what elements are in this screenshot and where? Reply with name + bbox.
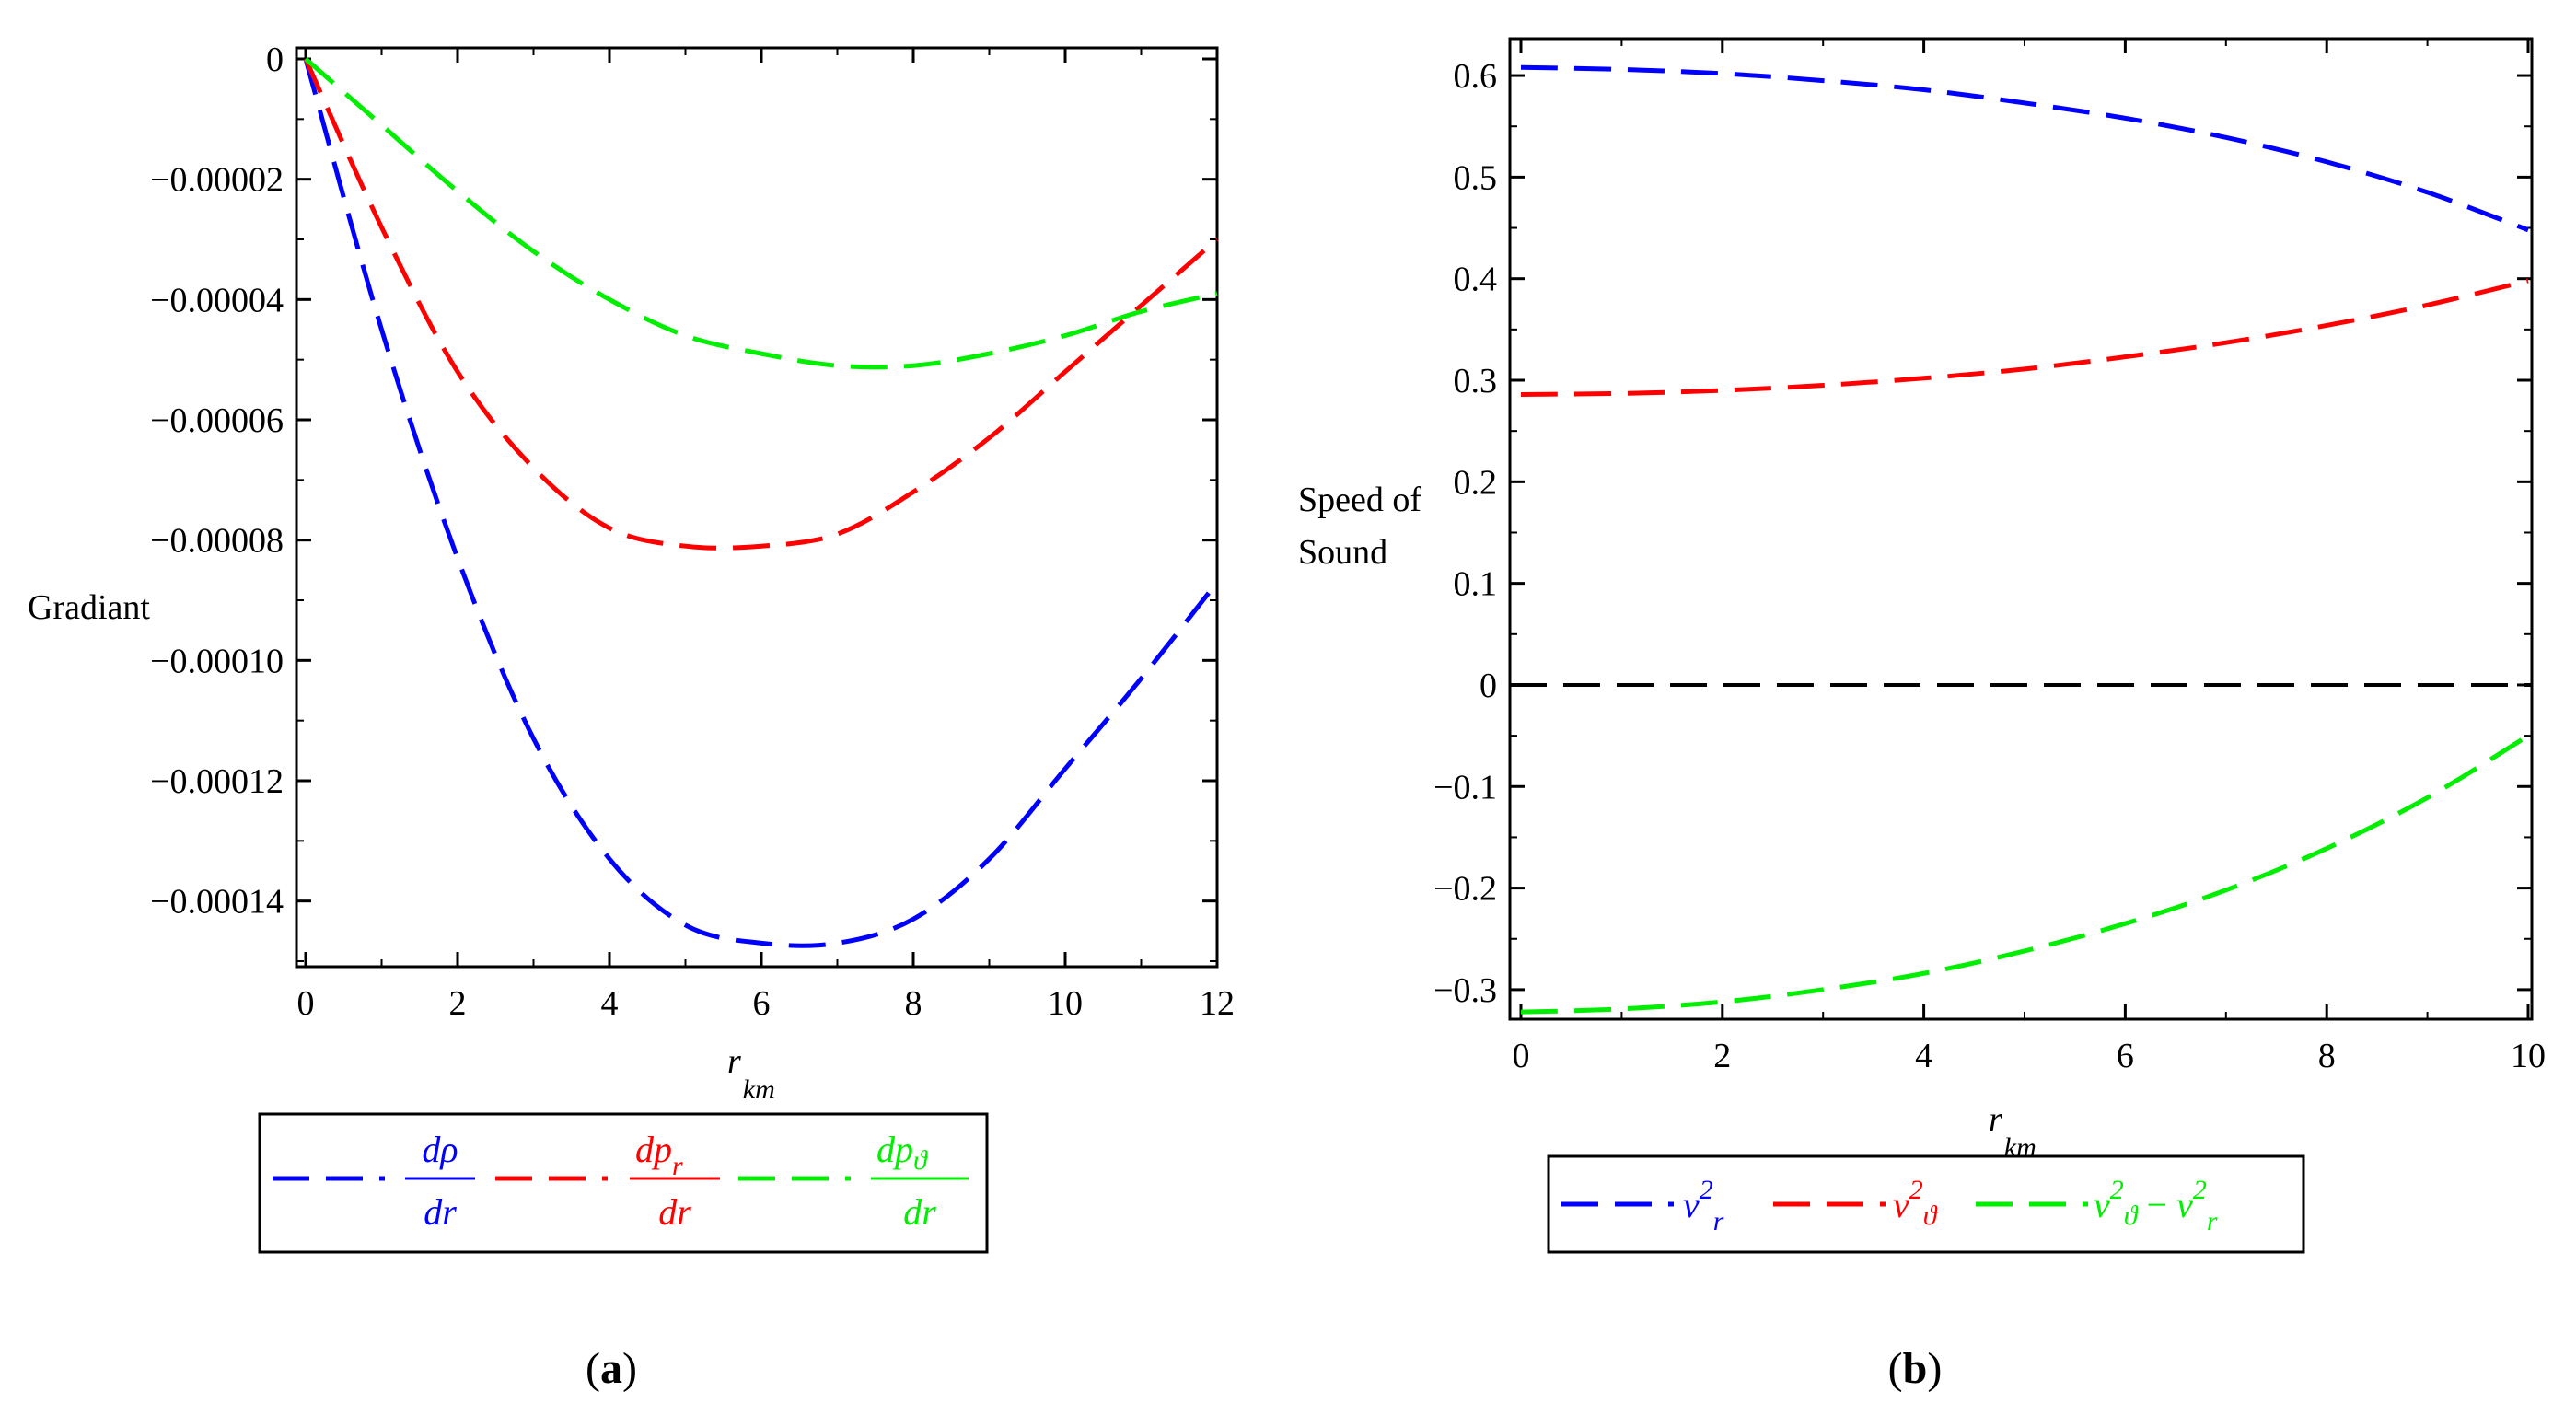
panel-b-y-tick-label: 0.6 <box>1454 57 1498 96</box>
panel-b-y-tick-label: 0.5 <box>1454 158 1498 197</box>
panel-a-series <box>303 57 1219 948</box>
panel-b-y-tick-label: −0.2 <box>1433 870 1497 909</box>
legend-num-dpr-dr-main: dp <box>635 1129 672 1170</box>
panel-a-y-tick-label: −0.00008 <box>150 522 284 561</box>
panel-b-legend-box <box>1547 1154 2305 1254</box>
panel-b-x-tick-labels: 0 2 4 6 8 10 <box>1513 1037 2547 1075</box>
panel-a-x-tick-label: 10 <box>1048 984 1083 1023</box>
panel-a-series-line-2 <box>304 57 1218 370</box>
panel-b-plot-frame <box>1508 37 2534 1021</box>
panel-a-x-tick-label: 8 <box>905 984 922 1023</box>
legend-num-dptheta-dr-sub: ϑ <box>913 1145 929 1176</box>
panel-a-x-axis-label-main: r <box>727 1042 741 1081</box>
panel-a-y-tick-labels: 0 −0.00002 −0.00004 −0.00006 −0.00008 −0.0001… <box>150 41 284 922</box>
panel-b-letter-bold: b <box>1903 1344 1928 1393</box>
panel-a-y-axis-label: Gradiant <box>28 588 150 627</box>
panel-b-y-tick-label: −0.1 <box>1433 768 1497 806</box>
panel-b-series-line-1 <box>1520 278 2529 397</box>
legend-entry-dptheta-dr: dpϑ dr <box>738 1129 969 1233</box>
panel-b-x-tick-label: 6 <box>2117 1037 2134 1075</box>
panel-a-legend: dρ dr dpr dr dpϑ dr <box>258 1112 989 1254</box>
panel-a-letter-bold: a <box>600 1344 622 1393</box>
panel-b-y-tick-label: 0 <box>1479 667 1497 705</box>
panel-b-x-tick-label: 4 <box>1915 1037 1932 1075</box>
panel-a-x-tick-labels: 0 2 4 6 8 10 12 <box>297 984 1236 1023</box>
panel-b-legend: v2r v2ϑ v2ϑ − v2r <box>1547 1154 2305 1254</box>
panel-b-x-tick-label: 8 <box>2318 1037 2336 1075</box>
legend-num-drho-dr: dρ <box>422 1129 458 1170</box>
panel-b-x-axis-label: rkm <box>1989 1100 2036 1163</box>
legend-entry-drho-dr: dρ dr <box>273 1129 475 1233</box>
legend-entry-v2theta-minus-v2r: v2ϑ − v2r <box>1976 1175 2218 1236</box>
legend-label-v2theta-minus-v2r: v2ϑ − v2r <box>2094 1175 2218 1236</box>
panel-b-series-line-2 <box>1520 733 2530 1015</box>
panel-a-y-tick-label: −0.00004 <box>150 281 284 319</box>
legend-den-drho-dr: dr <box>424 1191 457 1233</box>
panel-b-x-tick-label: 2 <box>1713 1037 1731 1075</box>
legend-label-v2theta: v2ϑ <box>1893 1175 1939 1231</box>
panel-a-letter: (a) <box>586 1344 637 1393</box>
legend-num-dpr-dr: dpr <box>635 1129 683 1181</box>
panel-b-series <box>1520 64 2530 1015</box>
panel-b-x-axis-label-main: r <box>1989 1100 2002 1139</box>
legend-entry-v2r: v2r <box>1561 1175 1724 1236</box>
panel-a-y-tick-label: −0.00014 <box>150 883 284 922</box>
panel-a-series-line-1 <box>303 57 1219 551</box>
legend-entry-dpr-dr: dpr dr <box>495 1129 720 1233</box>
panel-a-y-tick-label: −0.00002 <box>150 161 284 200</box>
legend-num-dptheta-dr-main: dp <box>876 1129 913 1170</box>
panel-a-legend-box <box>258 1112 989 1254</box>
panel-a-x-tick-label: 12 <box>1200 984 1235 1023</box>
panel-b-y-tick-labels: 0.6 0.5 0.4 0.3 0.2 0.1 0 −0.1 −0.2 −0.3 <box>1433 57 1497 1010</box>
panel-b-x-axis-label-sub: km <box>2004 1132 2036 1163</box>
panel-a-x-tick-label: 6 <box>753 984 771 1023</box>
panel-b-x-tick-label: 10 <box>2511 1037 2546 1075</box>
panel-a-x-axis-label: rkm <box>727 1042 775 1105</box>
panel-b-letter: (b) <box>1888 1344 1943 1393</box>
legend-den-dptheta-dr: dr <box>903 1191 936 1233</box>
panel-b-y-tick-label: 0.3 <box>1454 362 1498 400</box>
panel-b-y-tick-label: 0.2 <box>1454 463 1498 502</box>
panel-b-y-tick-label: −0.3 <box>1433 971 1497 1010</box>
panel-b-y-axis-label-line2: Sound <box>1298 533 1387 572</box>
legend-num-dptheta-dr: dpϑ <box>876 1129 929 1176</box>
panel-b-y-axis-label-line1: Speed of <box>1298 481 1421 519</box>
panel-b-series-line-0 <box>1520 64 2529 233</box>
legend-num-dpr-dr-sub: r <box>672 1151 683 1181</box>
panel-a-y-tick-label: 0 <box>266 41 284 79</box>
panel-a-y-tick-label: −0.00006 <box>150 401 284 440</box>
panel-a-x-tick-label: 0 <box>297 984 315 1023</box>
legend-den-dpr-dr: dr <box>658 1191 691 1233</box>
panel-b-ticks <box>1510 39 2532 1019</box>
panel-a-y-tick-label: −0.00012 <box>150 762 284 801</box>
panel-a-y-tick-label: −0.00010 <box>150 642 284 680</box>
panel-b-x-tick-label: 0 <box>1513 1037 1530 1075</box>
panel-a-x-axis-label-sub: km <box>743 1074 775 1105</box>
panel-a-x-tick-label: 2 <box>449 984 467 1023</box>
panel-a-ticks <box>296 48 1219 967</box>
panel-a-series-line-0 <box>303 58 1219 948</box>
panel-a: 0 −0.00002 −0.00004 −0.00006 −0.00008 −0.0001… <box>28 41 1235 1393</box>
panel-a-plot-frame <box>295 46 1219 969</box>
panel-a-x-tick-label: 4 <box>601 984 619 1023</box>
panel-b-y-tick-label: 0.4 <box>1454 261 1498 299</box>
panel-b-y-tick-label: 0.1 <box>1454 565 1498 604</box>
legend-entry-v2theta: v2ϑ <box>1773 1175 1939 1231</box>
panel-b: 0.60.50.40.30.20.10−0.1−0.2−0.3 0 2 4 6 8 10 … <box>1298 37 2547 1393</box>
legend-label-v2r: v2r <box>1683 1175 1724 1236</box>
